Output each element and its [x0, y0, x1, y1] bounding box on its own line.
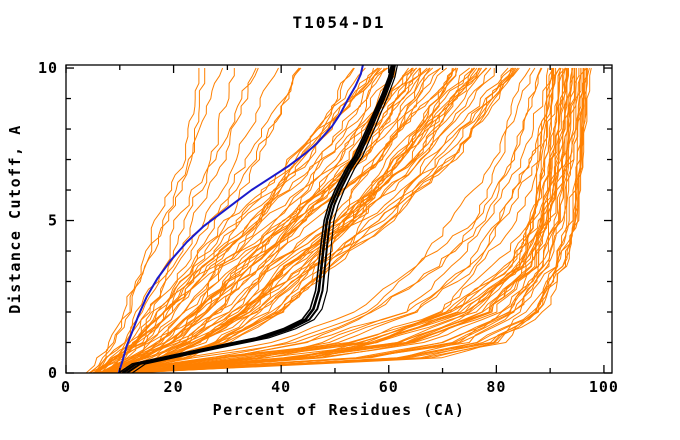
- axis-ticks: [65, 65, 612, 374]
- best-model-curves: [118, 65, 398, 373]
- x-tick-label: 60: [379, 378, 399, 396]
- y-tick-label: 5: [48, 212, 58, 230]
- tick-labels: 0 20 40 60 80 100 0 5 10: [38, 59, 619, 396]
- chart-title: T1054-D1: [292, 13, 386, 32]
- x-tick-label: 20: [164, 378, 184, 396]
- x-axis-label: Percent of Residues (CA): [212, 401, 466, 419]
- axis-frame: [65, 64, 613, 374]
- y-tick-label: 10: [38, 59, 58, 77]
- x-tick-label: 100: [589, 378, 619, 396]
- reference-curve: [117, 65, 364, 373]
- y-tick-label: 0: [48, 364, 58, 382]
- x-tick-label: 80: [486, 378, 506, 396]
- ensemble-curves-server-models-orange: [85, 67, 592, 373]
- x-tick-label: 40: [271, 378, 291, 396]
- x-tick-label: 0: [61, 378, 71, 396]
